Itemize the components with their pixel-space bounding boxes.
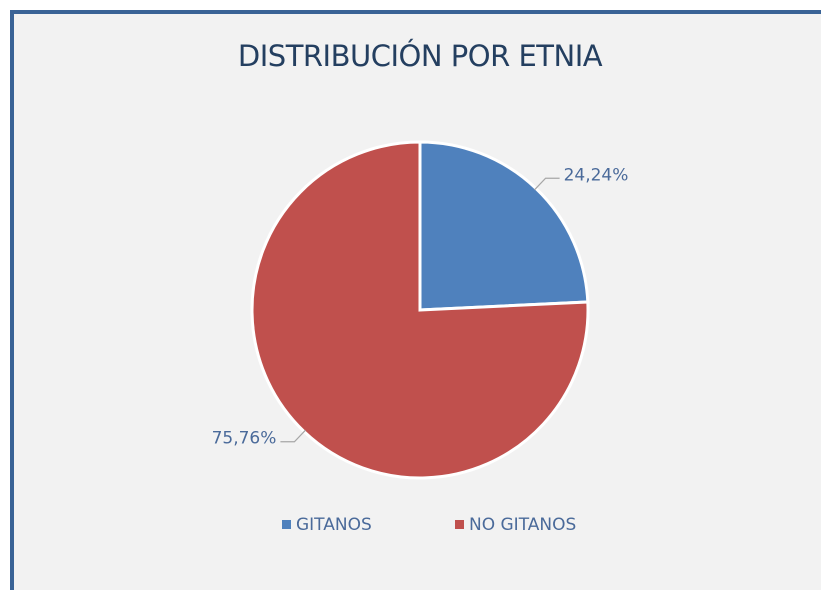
data-label: 75,76%: [212, 429, 277, 449]
leader-line: [280, 429, 306, 443]
leader-line: [534, 177, 560, 191]
chart-title: DISTRIBUCIÓN POR ETNIA: [238, 39, 603, 73]
legend-swatch: [455, 520, 464, 529]
legend-swatch: [282, 520, 291, 529]
legend-label: GITANOS: [296, 515, 372, 535]
legend-label: NO GITANOS: [469, 515, 576, 535]
data-label: 24,24%: [564, 165, 629, 185]
